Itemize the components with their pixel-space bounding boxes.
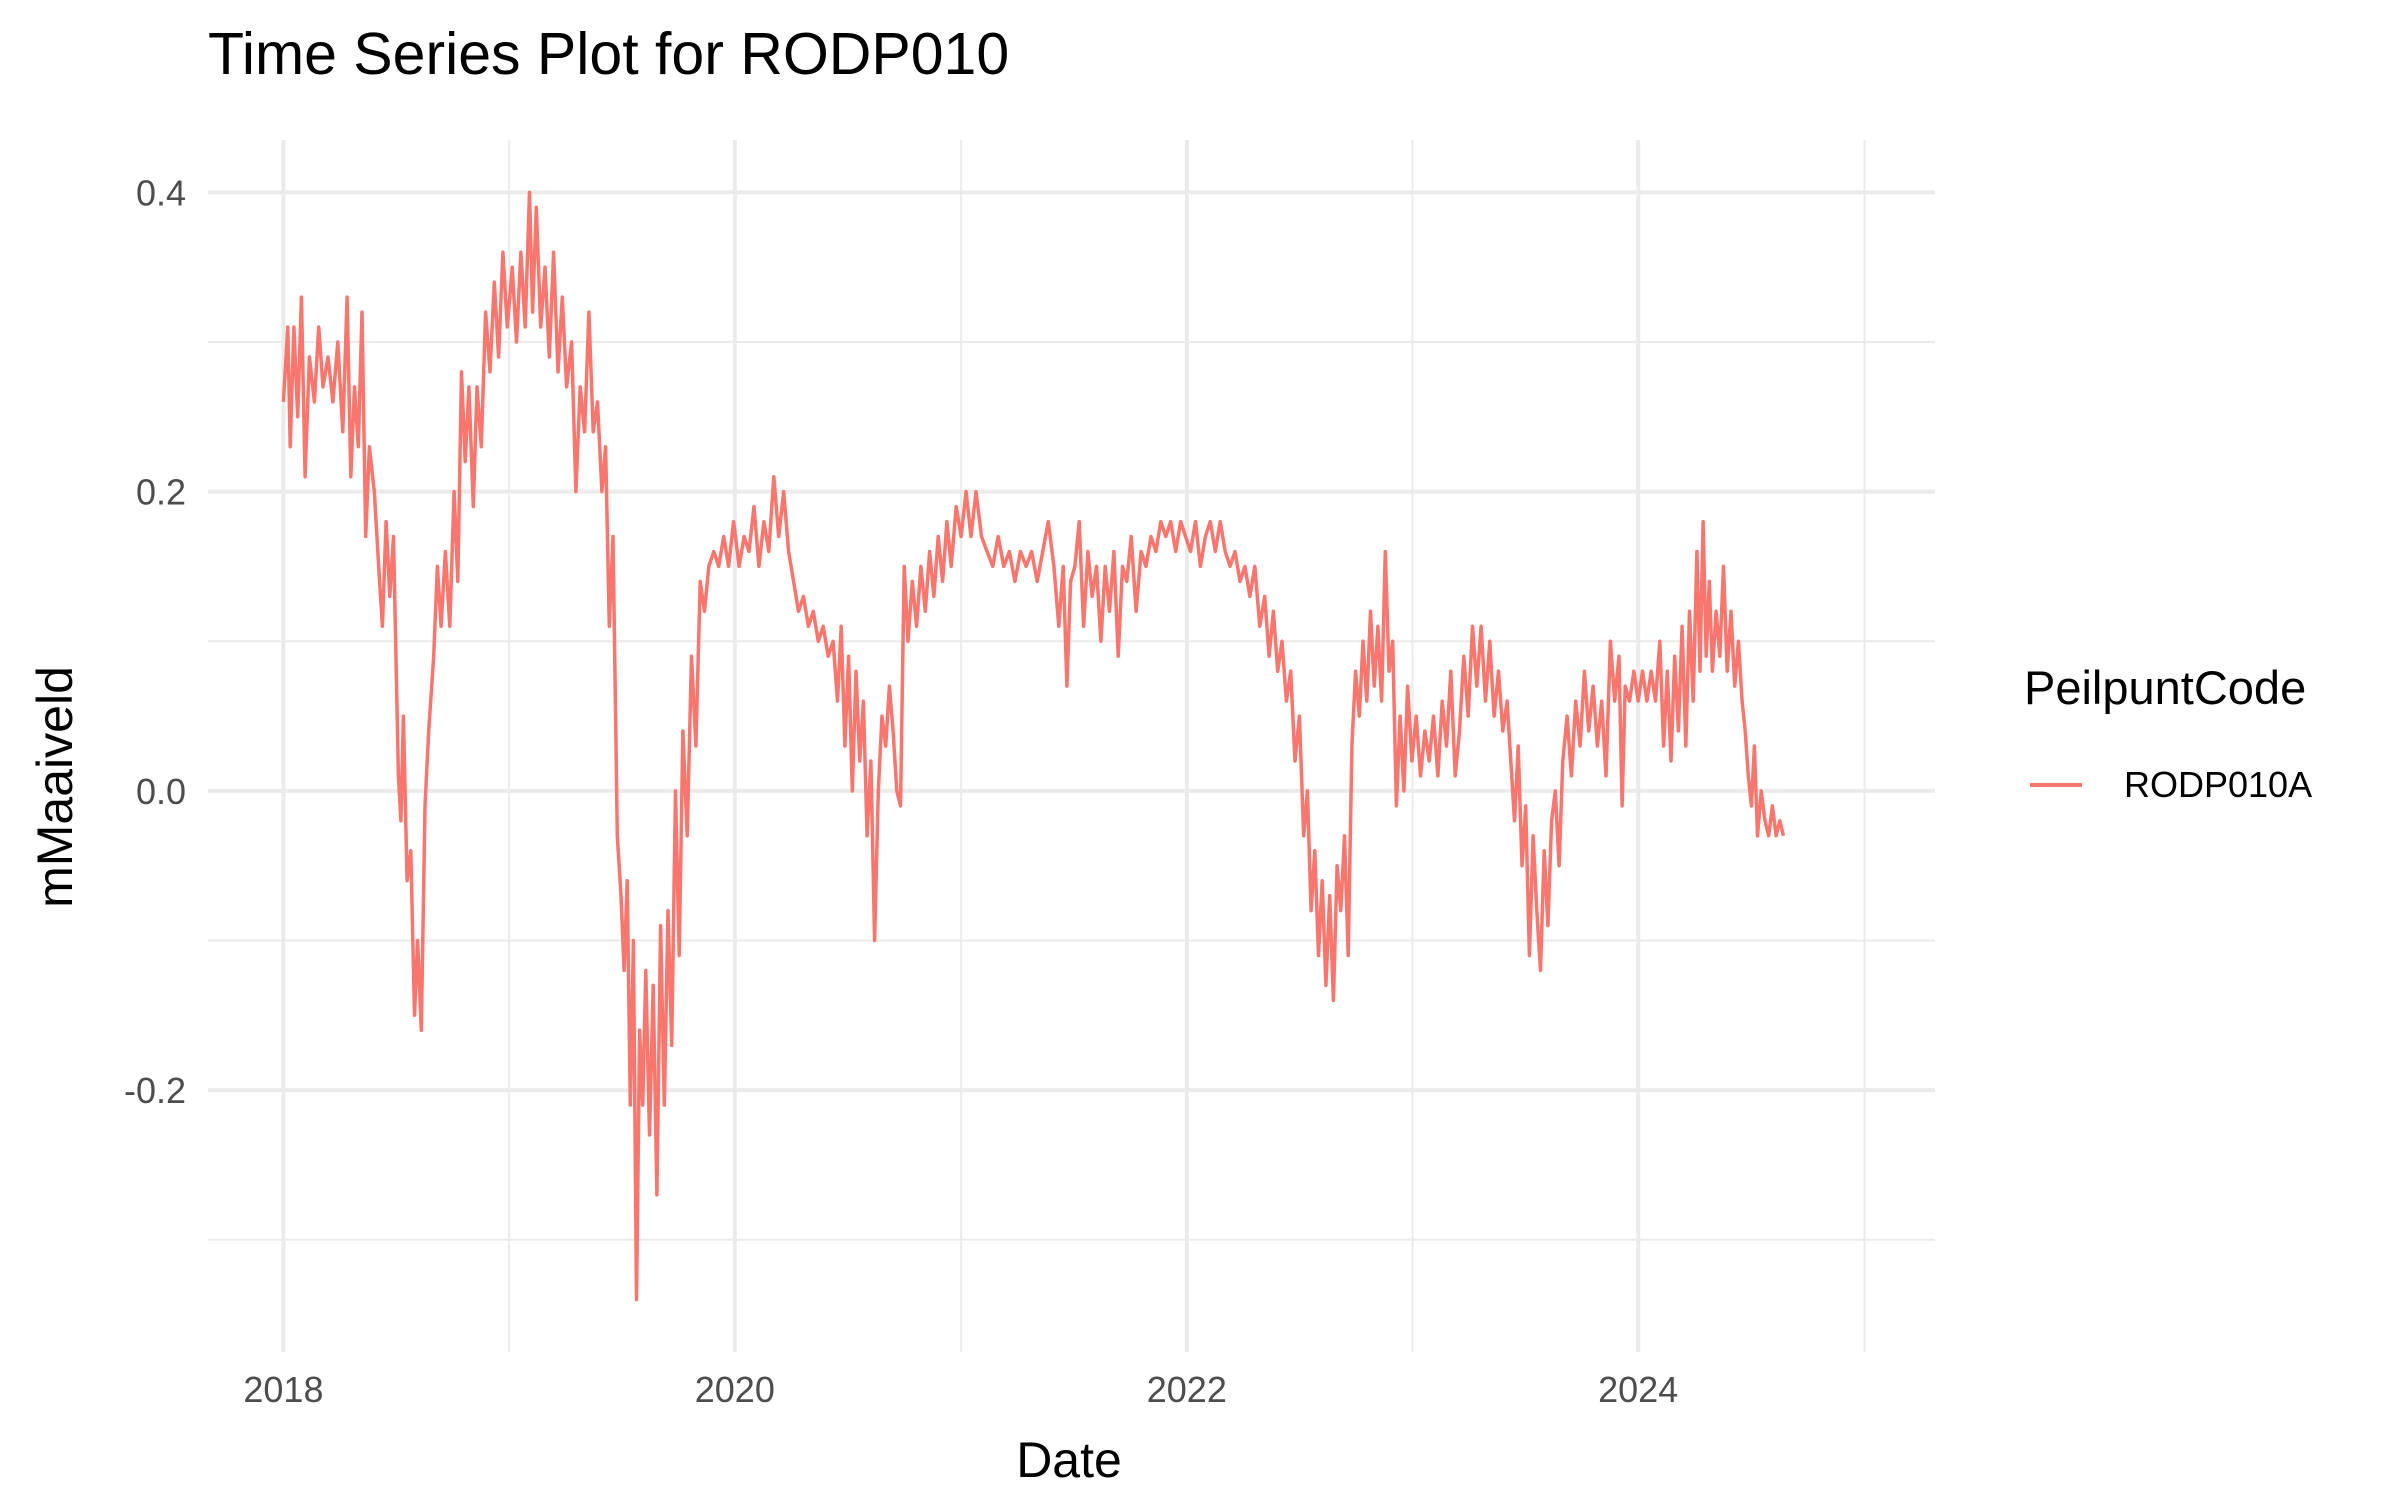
y-tick-label: 0.0 bbox=[136, 771, 186, 812]
y-tick-label: 0.2 bbox=[136, 472, 186, 513]
series-line-rodp010a bbox=[281, 190, 1786, 1302]
x-tick-label: 2024 bbox=[1598, 1369, 1678, 1410]
x-axis-ticks: 2018 2020 2022 2024 bbox=[243, 1369, 1678, 1410]
x-tick-label: 2022 bbox=[1147, 1369, 1227, 1410]
y-tick-label: -0.2 bbox=[124, 1070, 186, 1111]
legend-label: RODP010A bbox=[2124, 764, 2312, 805]
chart-title: Time Series Plot for RODP010 bbox=[208, 21, 1009, 87]
x-tick-label: 2020 bbox=[695, 1369, 775, 1410]
x-axis-title: Date bbox=[1016, 1432, 1122, 1488]
legend: PeilpuntCode RODP010A bbox=[2024, 661, 2312, 805]
x-tick-label: 2018 bbox=[243, 1369, 323, 1410]
series-layer bbox=[281, 190, 1786, 1302]
y-axis-title: mMaaiveld bbox=[27, 666, 83, 908]
major-gridlines bbox=[208, 140, 1935, 1352]
y-tick-label: 0.4 bbox=[136, 172, 186, 213]
y-axis-ticks: 0.4 0.2 0.0 -0.2 bbox=[124, 172, 186, 1111]
minor-gridlines bbox=[208, 140, 1935, 1352]
legend-title: PeilpuntCode bbox=[2024, 661, 2306, 714]
